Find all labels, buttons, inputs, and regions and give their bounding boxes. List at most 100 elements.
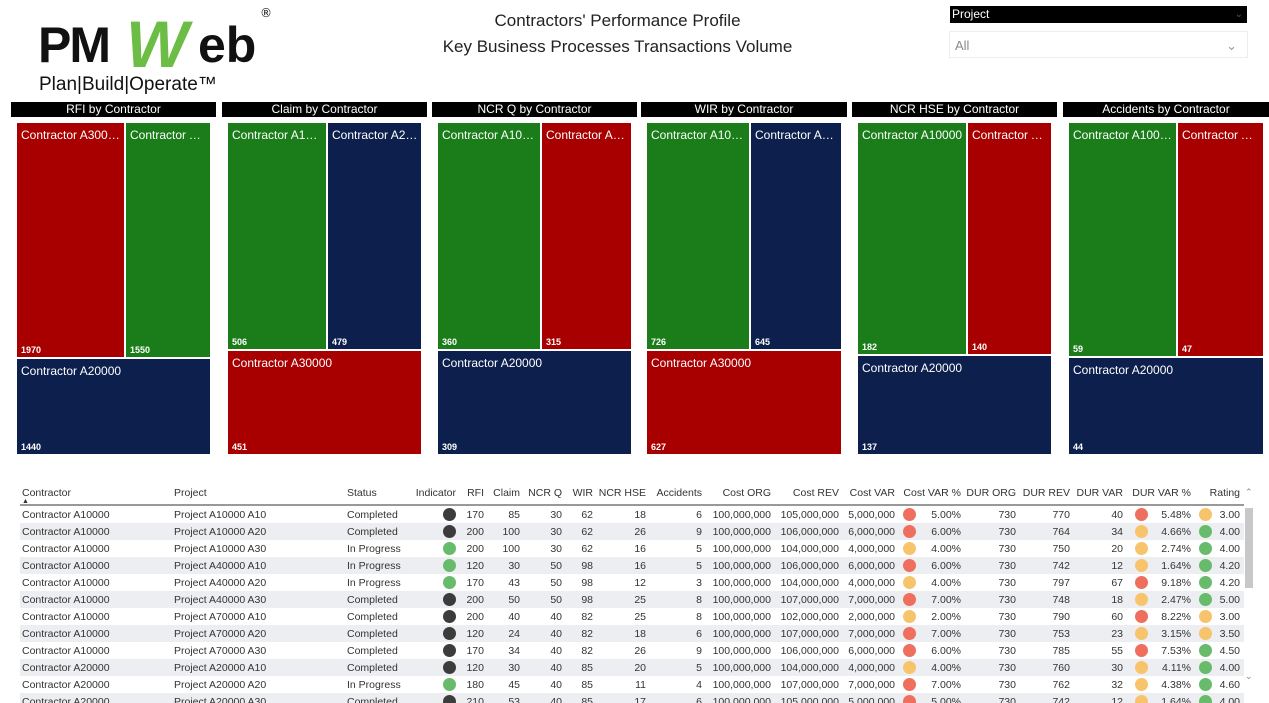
treemap-tile[interactable]: Contractor A10000 360 xyxy=(438,123,540,349)
cell-dur-var-pct: 2.74% xyxy=(1125,542,1193,555)
table-scrollbar[interactable]: ⌃ ⌄ xyxy=(1244,486,1254,703)
cell-cost-var-pct: 6.00% xyxy=(897,644,963,657)
cell-indicator xyxy=(408,610,458,623)
treemap-tile[interactable]: Contractor A30000 1970 xyxy=(17,123,124,357)
treemap-tile[interactable]: Contractor A30000 451 xyxy=(228,351,421,454)
table-row[interactable]: Contractor A20000 Project A20000 A20 In Pr… xyxy=(20,676,1244,693)
table-row[interactable]: Contractor A10000 Project A40000 A10 In Pr… xyxy=(20,557,1244,574)
dur-org: 730 xyxy=(998,508,1016,521)
cost-var: 4,000,000 xyxy=(848,576,895,589)
treemap-tile[interactable]: Contractor A10000 726 xyxy=(647,123,749,349)
column-header[interactable]: DUR VAR xyxy=(1076,487,1123,499)
treemap-tile[interactable]: Contractor A20000 44 xyxy=(1069,358,1263,454)
table-row[interactable]: Contractor A10000 Project A70000 A10 Compl… xyxy=(20,608,1244,625)
rating: 5.00 xyxy=(1219,593,1240,606)
contractor: Contractor A10000 xyxy=(22,576,110,589)
column-header[interactable]: Rating xyxy=(1209,487,1240,499)
table-row[interactable]: Contractor A10000 Project A70000 A20 Compl… xyxy=(20,625,1244,642)
table-row[interactable]: Contractor A10000 Project A10000 A10 Compl… xyxy=(20,506,1244,523)
scroll-down-icon[interactable]: ⌄ xyxy=(1245,672,1253,682)
column-header[interactable]: Cost VAR % xyxy=(903,487,961,499)
ncr-hse: 16 xyxy=(634,542,646,555)
cost-var: 2,000,000 xyxy=(848,610,895,623)
column-header[interactable]: NCR Q xyxy=(528,487,562,499)
rfi: 200 xyxy=(466,525,484,538)
column-header[interactable]: Cost VAR xyxy=(849,487,895,499)
cell-wir: 62 xyxy=(564,543,595,555)
claim: 30 xyxy=(508,661,520,674)
cost-org: 100,000,000 xyxy=(712,678,771,691)
column-header[interactable]: Contractor xyxy=(22,487,72,499)
cell-contractor: Contractor A10000 xyxy=(20,560,172,572)
column-header[interactable]: DUR ORG xyxy=(966,487,1016,499)
column-header[interactable]: NCR HSE xyxy=(598,487,646,499)
table-row[interactable]: Contractor A10000 Project A10000 A30 In Pr… xyxy=(20,540,1244,557)
status-dot-icon xyxy=(443,695,456,703)
treemap-tile[interactable]: Contractor A20000 645 xyxy=(751,123,841,349)
column-header[interactable]: Indicator xyxy=(415,487,456,499)
column-header[interactable]: WIR xyxy=(572,487,593,499)
cell-cost-var: 4,000,000 xyxy=(841,662,897,674)
dur-var-pct: 7.53% xyxy=(1161,644,1191,657)
scrollbar-thumb[interactable] xyxy=(1245,508,1253,588)
tile-label: Contractor A30000 xyxy=(21,128,121,142)
table-row[interactable]: Contractor A10000 Project A70000 A30 Compl… xyxy=(20,642,1244,659)
column-header[interactable]: Cost ORG xyxy=(722,487,771,499)
scroll-up-icon[interactable]: ⌃ xyxy=(1245,488,1253,498)
dur-var-pct: 8.22% xyxy=(1161,610,1191,623)
treemap-tile[interactable]: Contractor A30000 627 xyxy=(647,351,841,454)
treemap-tile[interactable]: Contractor A20000 137 xyxy=(858,356,1051,454)
column-header[interactable]: DUR REV xyxy=(1022,487,1070,499)
treemap-tile[interactable]: Contractor A20000 479 xyxy=(328,123,421,349)
cell-ncr-q: 30 xyxy=(522,543,564,555)
sort-ascending-icon[interactable]: ▲ xyxy=(22,498,29,505)
table-row[interactable]: Contractor A10000 Project A10000 A20 Compl… xyxy=(20,523,1244,540)
column-header[interactable]: RFI xyxy=(467,487,484,499)
treemap-tile[interactable]: Contractor A30000 315 xyxy=(542,123,631,349)
column-header[interactable]: Claim xyxy=(493,487,520,499)
contractor: Contractor A10000 xyxy=(22,508,110,521)
tile-label: Contractor A10000 xyxy=(442,128,537,142)
treemap-tile[interactable]: Contractor A10000 182 xyxy=(858,123,966,354)
cost-rev: 104,000,000 xyxy=(780,542,839,555)
ncr-hse: 12 xyxy=(634,576,646,589)
project-slicer-header[interactable]: Project ⌄ xyxy=(950,6,1247,23)
column-header[interactable]: Cost REV xyxy=(792,487,839,499)
table-row[interactable]: Contractor A10000 Project A40000 A20 In Pr… xyxy=(20,574,1244,591)
treemap-tile[interactable]: Contractor A10000 59 xyxy=(1069,123,1176,356)
project-slicer-dropdown[interactable]: All ⌄ xyxy=(949,31,1248,58)
treemap-tile[interactable]: Contractor A10000 506 xyxy=(228,123,326,349)
cell-contractor: Contractor A10000 xyxy=(20,594,172,606)
treemap-tile[interactable]: Contractor A30000 140 xyxy=(968,123,1051,354)
cost-var-pct: 4.00% xyxy=(931,576,961,589)
rating: 4.50 xyxy=(1219,644,1240,657)
column-header[interactable]: DUR VAR % xyxy=(1132,487,1191,499)
cell-cost-rev: 104,000,000 xyxy=(773,577,841,589)
column-header[interactable]: Project xyxy=(174,487,207,499)
accidents: 6 xyxy=(696,508,702,521)
table-row[interactable]: Contractor A20000 Project A20000 A10 Compl… xyxy=(20,659,1244,676)
column-header[interactable]: Status xyxy=(347,487,377,499)
claim: 85 xyxy=(508,508,520,521)
status-dot-icon xyxy=(443,559,456,572)
status-dot-icon xyxy=(1135,695,1148,703)
cell-wir: 82 xyxy=(564,611,595,623)
cell-project: Project A70000 A20 xyxy=(172,628,345,640)
column-header[interactable]: Accidents xyxy=(656,487,702,499)
ncr-hse: 26 xyxy=(634,525,646,538)
treemap-tile[interactable]: Contractor A10000 1550 xyxy=(126,123,210,357)
tile-value: 627 xyxy=(651,442,667,452)
cell-dur-var-pct: 4.38% xyxy=(1125,678,1193,691)
chevron-down-icon[interactable]: ⌄ xyxy=(1234,9,1243,20)
wir: 62 xyxy=(581,525,593,538)
status-dot-icon xyxy=(903,661,916,674)
table-row[interactable]: Contractor A10000 Project A40000 A30 Compl… xyxy=(20,591,1244,608)
cost-rev: 104,000,000 xyxy=(780,576,839,589)
cell-rfi: 200 xyxy=(458,526,486,538)
cell-cost-var: 5,000,000 xyxy=(841,509,897,521)
treemap-tile[interactable]: Contractor A20000 1440 xyxy=(17,359,210,454)
treemap-tile[interactable]: Contractor A30000 47 xyxy=(1178,123,1263,356)
cell-contractor: Contractor A10000 xyxy=(20,577,172,589)
table-row[interactable]: Contractor A20000 Project A20000 A30 Compl… xyxy=(20,693,1244,703)
treemap-tile[interactable]: Contractor A20000 309 xyxy=(438,351,631,454)
